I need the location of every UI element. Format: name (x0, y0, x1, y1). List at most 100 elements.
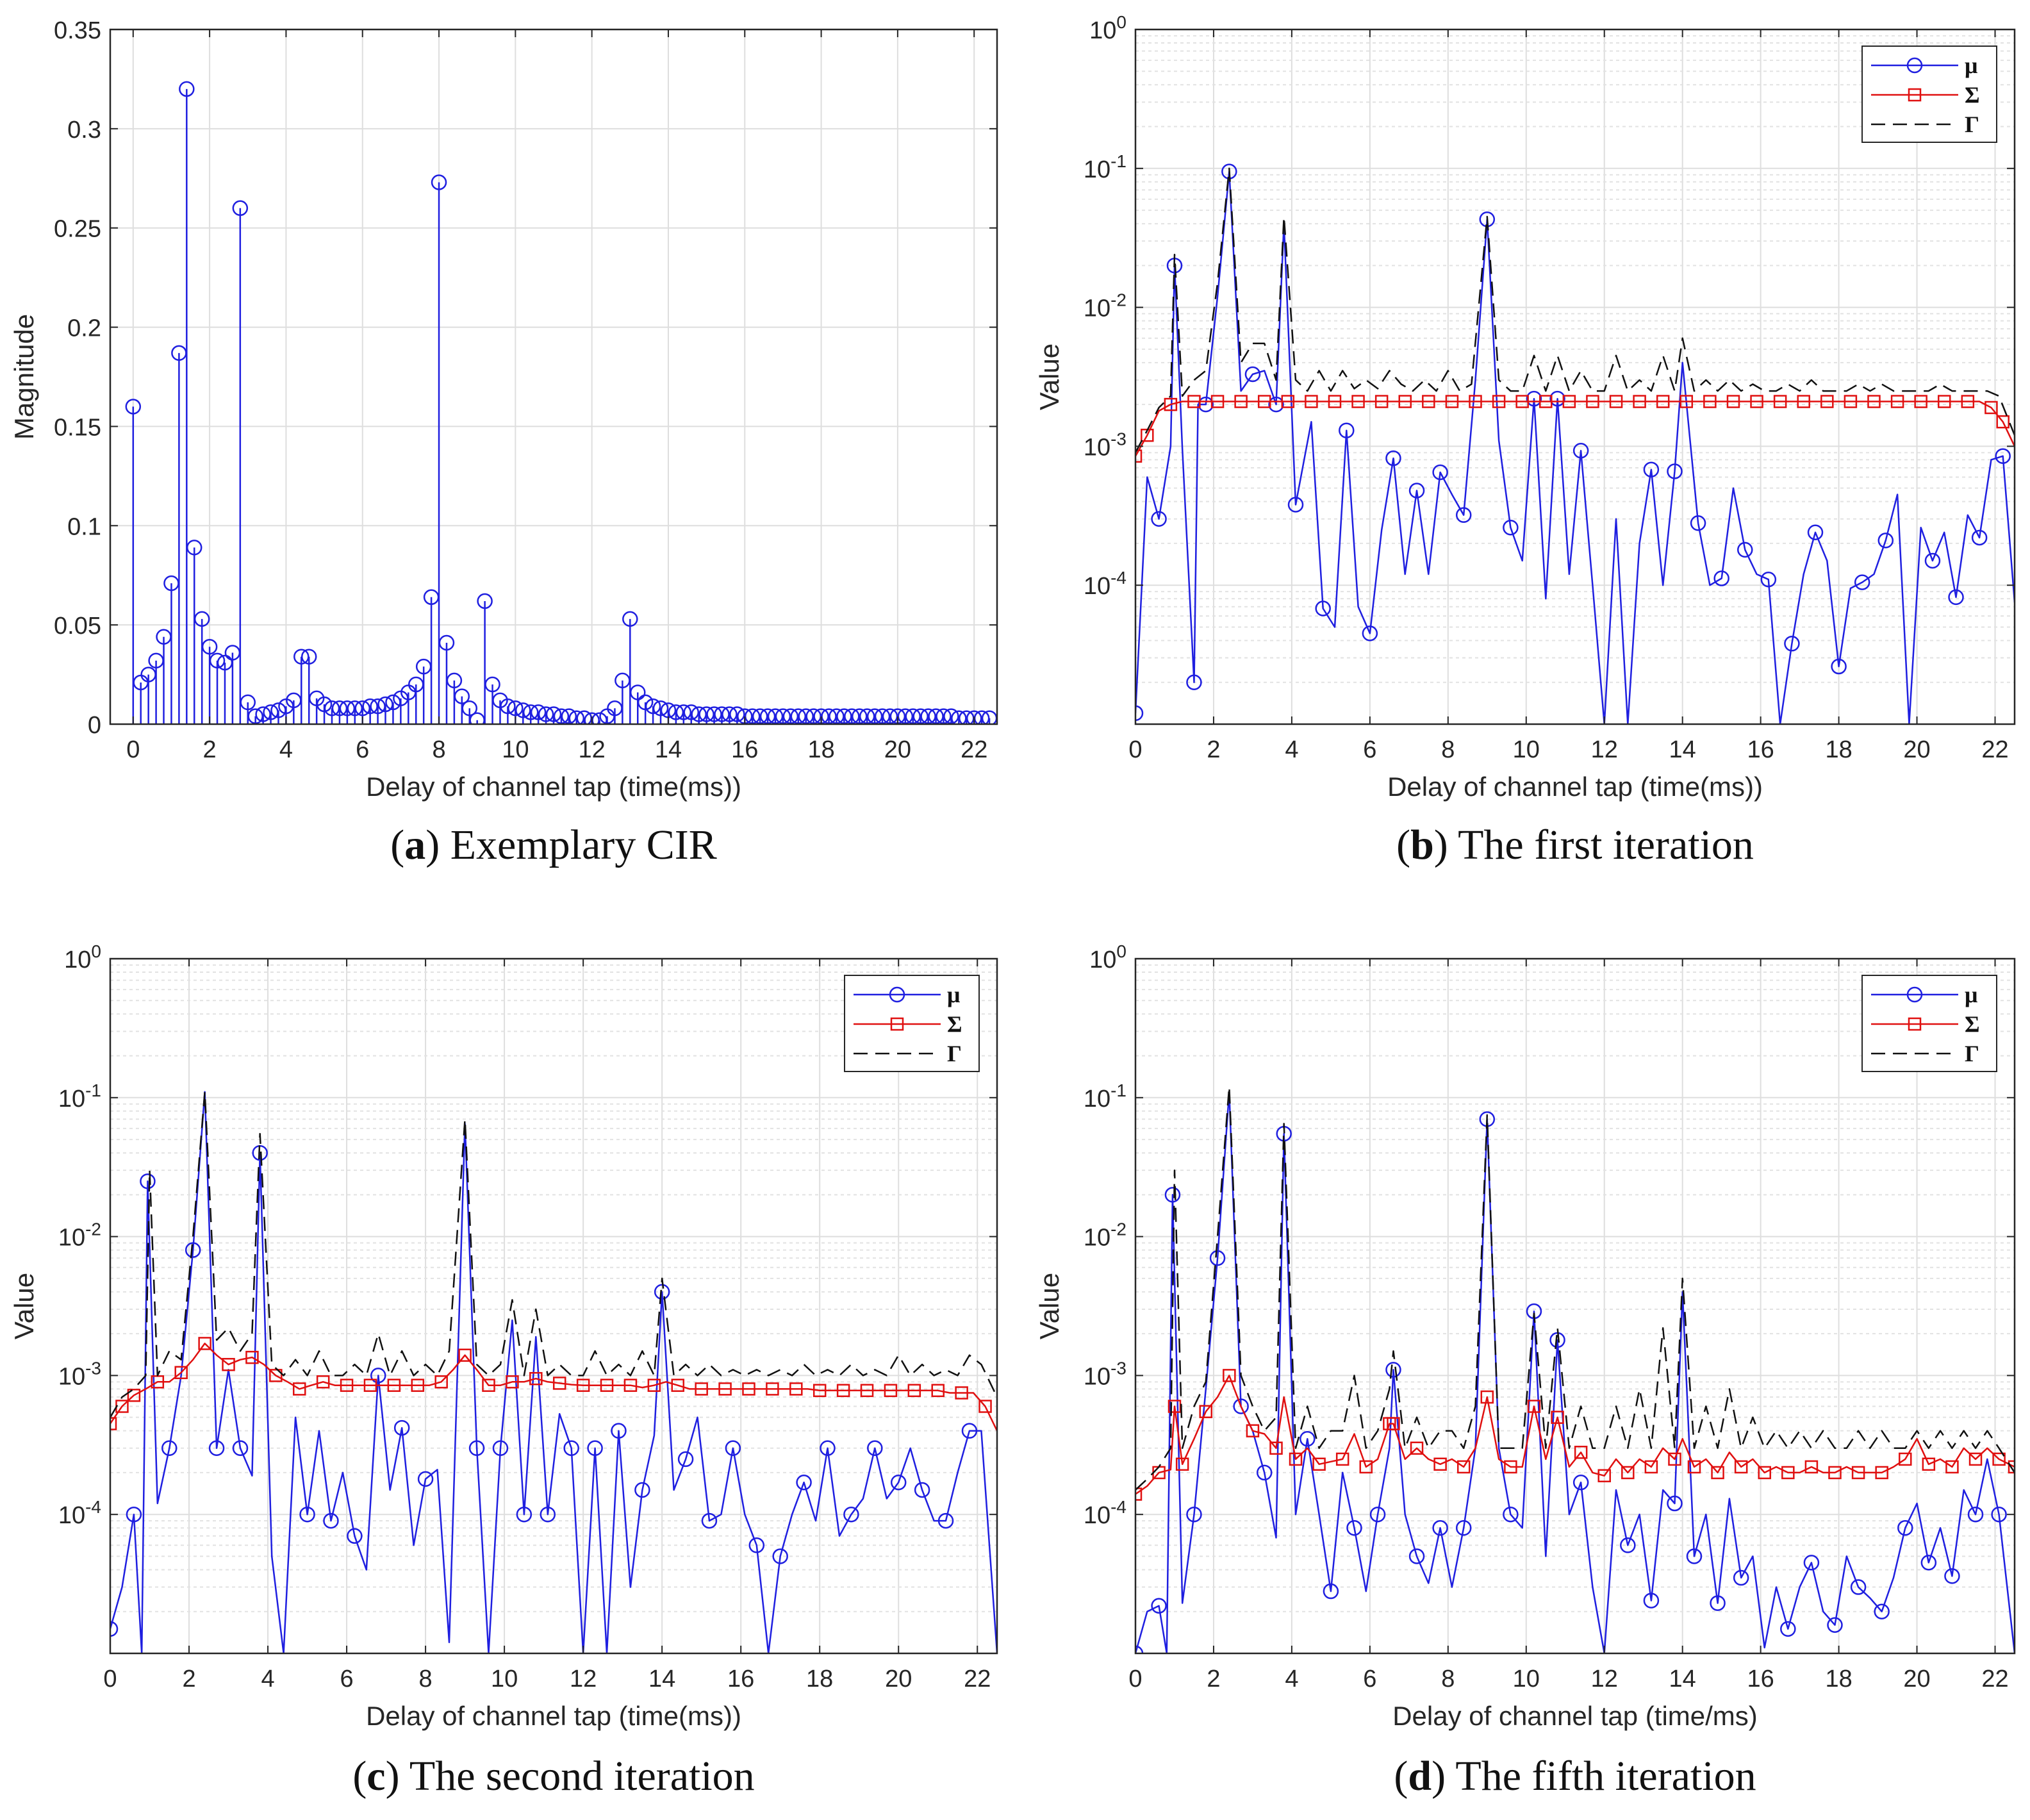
mu-marker (1710, 1595, 1726, 1611)
mu-marker (185, 1242, 201, 1258)
legend-marker (1908, 88, 1922, 102)
sigma-marker (1515, 395, 1529, 408)
sigma-marker (1257, 395, 1271, 408)
y-tick-exponent: 0 (91, 941, 101, 961)
legend: μΣΓ (1861, 46, 1997, 143)
sigma-marker (1621, 1466, 1635, 1480)
sigma-marker (1992, 1452, 2006, 1466)
y-tick-exponent: -3 (1110, 1358, 1126, 1378)
sigma-marker (836, 1384, 850, 1398)
y-tick-label: 0.25 (54, 216, 101, 243)
sigma-marker (110, 1417, 117, 1430)
sigma-marker (1168, 1400, 1182, 1413)
x-tick-label: 14 (1669, 1666, 1696, 1692)
mu-marker (1455, 1519, 1472, 1536)
x-tick-label: 16 (1747, 736, 1774, 763)
sigma-marker (978, 1400, 992, 1413)
sigma-marker (1828, 1466, 1842, 1480)
mu-marker (1268, 396, 1284, 413)
sigma-marker (742, 1382, 755, 1396)
series-line-sigma (1135, 1375, 2015, 1495)
sigma-marker (1234, 395, 1248, 408)
mu-marker (1924, 552, 1941, 569)
mu-marker (1198, 396, 1214, 413)
stem-marker (179, 81, 195, 97)
y-tick-label: 10-2 (1084, 290, 1126, 322)
y-tick-exponent: -3 (85, 1358, 101, 1378)
sigma-marker (600, 1378, 614, 1392)
sigma-marker (1644, 1460, 1658, 1474)
y-tick-label: 0.1 (67, 513, 101, 540)
sigma-marker (1890, 395, 1904, 408)
sigma-marker (1773, 395, 1787, 408)
caption-paren-open: ( (390, 822, 404, 868)
y-tick-base: 10 (1084, 295, 1110, 322)
sigma-marker (1844, 395, 1858, 408)
caption-text: (c) The second iteration (352, 1753, 754, 1799)
caption-title: Exemplary CIR (450, 822, 717, 868)
y-tick-label: 10-2 (1084, 1220, 1126, 1252)
mu-marker (1209, 1250, 1226, 1266)
sigma-marker (1492, 395, 1506, 408)
y-tick-label: 0.15 (54, 414, 101, 441)
mu-marker (1503, 519, 1519, 536)
mu-marker (393, 1419, 410, 1436)
mu-marker (1244, 366, 1261, 383)
x-tick-label: 2 (1207, 1666, 1220, 1692)
y-tick-label: 100 (1089, 941, 1126, 973)
y-tick-base: 10 (1084, 1086, 1110, 1113)
series-line-mu (1135, 170, 2015, 724)
y-tick-base: 10 (1084, 1225, 1110, 1252)
x-tick-label: 18 (1825, 736, 1852, 763)
caption-paren-close: ) (1432, 1753, 1455, 1799)
y-tick-base: 10 (58, 1086, 85, 1113)
mu-marker (1967, 1506, 1984, 1523)
stem-marker (454, 688, 470, 704)
legend-marker (1906, 57, 1923, 74)
mu-marker (1827, 1617, 1843, 1633)
mu-marker (1667, 1495, 1683, 1512)
mu-marker (1874, 1603, 1890, 1619)
stem-marker (186, 540, 202, 556)
mu-marker (323, 1512, 339, 1529)
mu-marker (1572, 1474, 1589, 1491)
grid (1135, 958, 2015, 1653)
stem-marker (461, 700, 478, 716)
sigma-marker (1445, 395, 1459, 408)
sigma-marker (1679, 395, 1694, 408)
sigma-marker (1656, 395, 1670, 408)
mu-marker (370, 1368, 386, 1384)
mu-marker (796, 1474, 812, 1491)
mu-marker (1850, 1579, 1867, 1595)
stem-marker (637, 694, 654, 711)
mu-marker (1643, 461, 1660, 477)
x-tick-label: 20 (885, 1666, 912, 1692)
y-tick-label: 10-3 (1084, 429, 1126, 461)
mu-marker (492, 1440, 509, 1457)
panel-b-first-iteration: 0 2 4 6 8 10 12 14 16 18 20 2210-410-310-210-1100De… (1034, 12, 2016, 868)
mu-marker (1784, 636, 1800, 652)
x-tick-label: 18 (1825, 1666, 1852, 1692)
legend-marker (1906, 986, 1923, 1003)
sigma-marker (222, 1357, 235, 1371)
sigma-marker (1922, 1457, 1936, 1471)
mu-marker (634, 1482, 650, 1498)
y-axis-label: Value (1034, 343, 1064, 410)
panel-d-fifth-iteration: 0 2 4 6 8 10 12 14 16 18 20 2210-410-310-210-1100De… (1034, 941, 2016, 1799)
mu-marker (1164, 1187, 1181, 1203)
y-tick-label: 0.2 (67, 315, 101, 342)
y-tick-exponent: -2 (1110, 1220, 1126, 1239)
panel-caption: (d) The fifth iteration (1394, 1753, 1756, 1799)
x-tick-label: 16 (727, 1666, 754, 1692)
sigma-marker (1246, 1424, 1260, 1437)
caption-letter: c (367, 1753, 385, 1799)
mu-marker (540, 1506, 556, 1523)
sigma-marker (1480, 1390, 1494, 1404)
stem-marker (438, 634, 455, 651)
mu-marker (890, 1474, 907, 1491)
x-tick-label: 14 (655, 736, 682, 763)
sigma-marker (1899, 1452, 1912, 1466)
caption-letter: a (404, 822, 425, 868)
sigma-marker (1574, 1446, 1588, 1459)
